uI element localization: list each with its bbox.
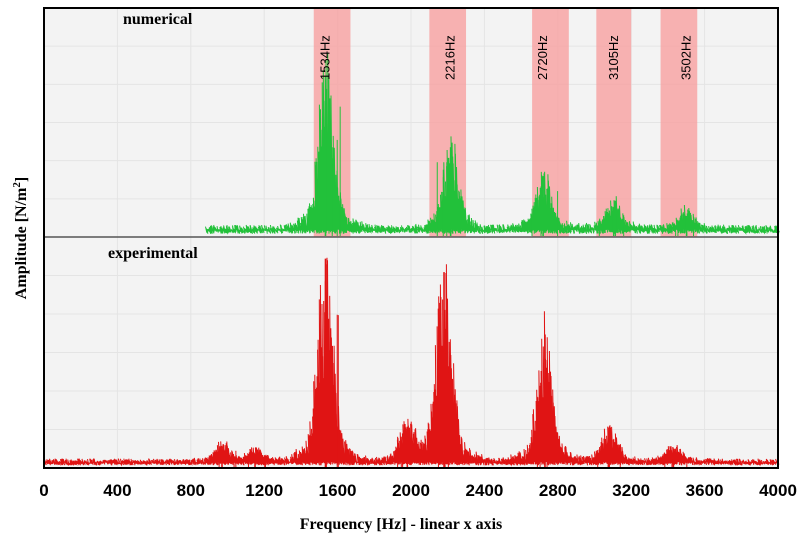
plot-frame [43, 7, 779, 469]
band-label: 3502Hz [679, 35, 694, 80]
x-tick-label: 3200 [612, 481, 650, 500]
highlight-band [596, 8, 632, 237]
x-tick-label: 1200 [245, 481, 283, 500]
x-tick-label: 2800 [539, 481, 577, 500]
highlight-band [660, 8, 698, 237]
panel-label-numerical: numerical [123, 11, 193, 28]
x-tick-label: 4000 [759, 481, 797, 500]
x-tick-label: 400 [103, 481, 131, 500]
x-tick-label: 0 [39, 481, 48, 500]
x-tick-label: 3600 [686, 481, 724, 500]
grid-lines [44, 8, 778, 468]
band-label: 2216Hz [443, 35, 458, 80]
band-label: 1534Hz [317, 35, 332, 80]
x-tick-label: 1600 [319, 481, 357, 500]
y-axis-label: Amplitude [N/m2] [11, 177, 30, 299]
panel-label-experimental: experimental [108, 245, 198, 262]
series-numerical [205, 53, 780, 236]
band-label: 2720Hz [535, 35, 550, 80]
series-experimental [43, 257, 780, 467]
series-line-numerical [205, 53, 780, 235]
x-axis-label: Frequency [Hz] - linear x axis [300, 516, 503, 533]
x-tick-label: 800 [177, 481, 205, 500]
x-tick-label: 2400 [465, 481, 503, 500]
series-line-experimental [43, 257, 780, 467]
x-tick-label: 2000 [392, 481, 430, 500]
band-label: 3105Hz [606, 35, 621, 80]
